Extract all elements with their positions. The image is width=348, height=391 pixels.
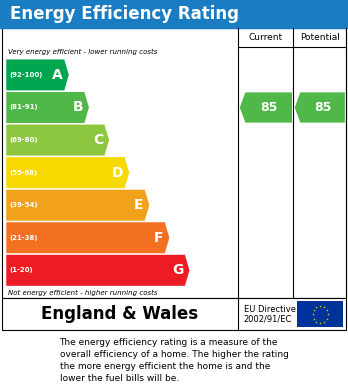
Polygon shape <box>240 92 292 123</box>
Text: Energy Efficiency Rating: Energy Efficiency Rating <box>10 5 239 23</box>
Text: England & Wales: England & Wales <box>41 305 199 323</box>
Text: Potential: Potential <box>300 33 340 42</box>
Text: 2002/91/EC: 2002/91/EC <box>244 314 292 324</box>
Text: (69-80): (69-80) <box>9 137 38 143</box>
Text: (1-20): (1-20) <box>9 267 33 273</box>
Bar <box>297 301 343 327</box>
Text: D: D <box>112 166 123 179</box>
Bar <box>0 0 348 28</box>
Text: A: A <box>52 68 63 82</box>
Text: Very energy efficient - lower running costs: Very energy efficient - lower running co… <box>8 49 157 55</box>
Text: E: E <box>134 198 143 212</box>
Text: (39-54): (39-54) <box>9 202 38 208</box>
Polygon shape <box>6 222 169 253</box>
Text: (81-91): (81-91) <box>9 104 38 111</box>
Bar <box>2 28 346 298</box>
Polygon shape <box>6 255 189 286</box>
Text: G: G <box>172 263 183 277</box>
Polygon shape <box>6 59 69 90</box>
Text: The energy efficiency rating is a measure of the
overall efficiency of a home. T: The energy efficiency rating is a measur… <box>60 339 288 383</box>
Text: (92-100): (92-100) <box>9 72 42 78</box>
Polygon shape <box>6 190 149 221</box>
Text: 85: 85 <box>314 101 331 114</box>
Text: Not energy efficient - higher running costs: Not energy efficient - higher running co… <box>8 290 158 296</box>
Bar <box>2 298 346 330</box>
Polygon shape <box>6 92 89 123</box>
Polygon shape <box>6 125 109 156</box>
Polygon shape <box>295 92 345 123</box>
Text: Current: Current <box>249 33 283 42</box>
Text: F: F <box>154 231 164 245</box>
Text: EU Directive: EU Directive <box>244 305 295 314</box>
Polygon shape <box>6 157 129 188</box>
Text: (55-68): (55-68) <box>9 170 37 176</box>
Text: C: C <box>93 133 103 147</box>
Text: 85: 85 <box>260 101 277 114</box>
Text: (21-38): (21-38) <box>9 235 38 241</box>
Text: B: B <box>72 100 83 115</box>
